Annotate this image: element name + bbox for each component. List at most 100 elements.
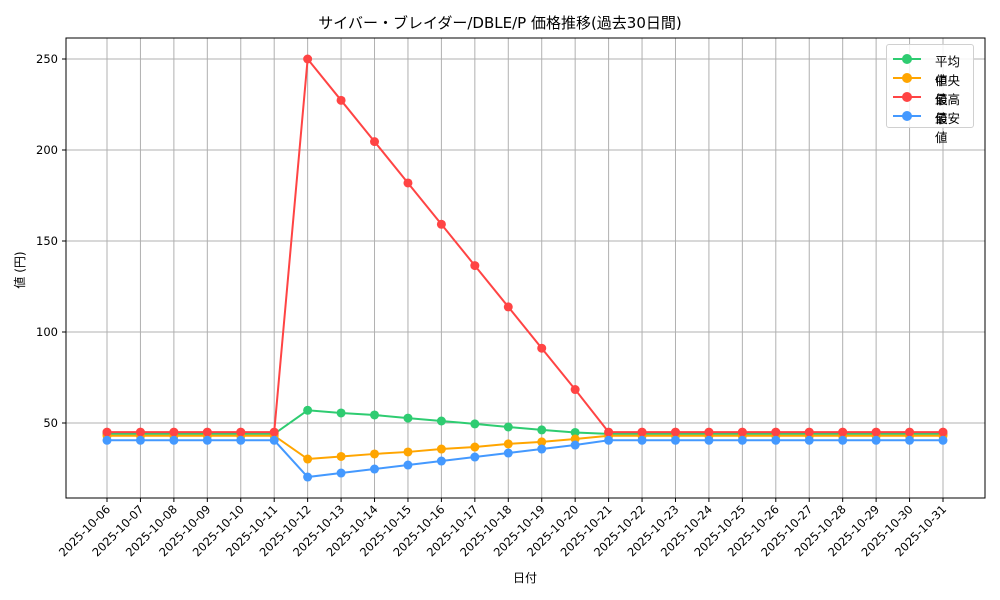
data-point — [838, 435, 848, 445]
legend-item: 平均値 — [893, 49, 971, 88]
data-point — [236, 435, 246, 445]
x-axis-ticks: 2025-10-062025-10-072025-10-082025-10-09… — [56, 498, 949, 559]
data-point — [135, 427, 145, 437]
data-point — [202, 435, 212, 445]
y-axis-label: 値 (円) — [12, 251, 27, 288]
data-point — [269, 427, 279, 437]
data-point — [537, 343, 547, 353]
data-point — [771, 427, 781, 437]
legend-label: 最高値 — [935, 92, 961, 126]
data-point — [637, 427, 647, 437]
data-point — [436, 456, 446, 466]
data-point — [570, 427, 580, 437]
series-line — [102, 435, 948, 482]
data-point — [905, 427, 915, 437]
data-point — [336, 95, 346, 105]
data-point — [537, 425, 547, 435]
data-point — [102, 435, 112, 445]
series-line — [102, 431, 948, 464]
data-point — [336, 408, 346, 418]
y-tick-label: 150 — [36, 234, 58, 248]
y-tick-label: 50 — [43, 416, 58, 430]
data-point — [670, 435, 680, 445]
data-point — [737, 427, 747, 437]
data-point — [436, 416, 446, 426]
series-line — [102, 54, 948, 437]
chart-title: サイバー・ブレイダー/DBLE/P 価格推移(過去30日間) — [318, 14, 682, 32]
data-point — [570, 385, 580, 395]
legend-label: 中央値 — [935, 73, 961, 107]
data-point — [236, 427, 246, 437]
data-point — [737, 435, 747, 445]
legend-marker-icon — [902, 111, 912, 121]
data-point — [938, 435, 948, 445]
data-point — [202, 427, 212, 437]
data-point — [102, 427, 112, 437]
data-point — [771, 435, 781, 445]
data-point — [704, 435, 714, 445]
data-point — [303, 405, 313, 415]
plot-frame — [65, 37, 986, 499]
data-point — [604, 427, 614, 437]
data-point — [570, 440, 580, 450]
series-path — [107, 409, 943, 435]
series-line — [102, 405, 948, 439]
data-point — [269, 435, 279, 445]
legend-label: 平均値 — [935, 54, 961, 88]
data-series — [102, 54, 948, 482]
data-point — [670, 427, 680, 437]
data-point — [838, 427, 848, 437]
data-point — [470, 442, 480, 452]
data-point — [403, 447, 413, 457]
data-point — [604, 435, 614, 445]
legend-label: 最安値 — [935, 111, 961, 145]
data-point — [370, 410, 380, 420]
data-point — [370, 464, 380, 474]
data-point — [303, 454, 313, 464]
data-point — [871, 435, 881, 445]
legend-item: 最安値 — [893, 106, 971, 145]
data-point — [370, 137, 380, 147]
data-point — [470, 452, 480, 462]
data-point — [436, 219, 446, 229]
data-point — [503, 448, 513, 458]
data-point — [169, 427, 179, 437]
legend: 平均値 中央値 最高値 最安値 — [886, 44, 974, 145]
x-axis-label: 日付 — [513, 571, 537, 585]
legend-marker-icon — [902, 73, 912, 83]
data-point — [503, 422, 513, 432]
data-point — [303, 472, 313, 482]
y-axis-ticks: 50 100 150 200 250 — [36, 52, 66, 430]
y-tick-label: 100 — [36, 325, 58, 339]
data-point — [336, 468, 346, 478]
y-tick-label: 250 — [36, 52, 58, 66]
data-point — [938, 427, 948, 437]
data-point — [470, 261, 480, 271]
data-point — [637, 435, 647, 445]
data-point — [303, 54, 313, 64]
y-tick-label: 200 — [36, 143, 58, 157]
legend-marker-icon — [902, 54, 912, 64]
data-point — [804, 427, 814, 437]
series-path — [107, 56, 943, 434]
data-point — [804, 435, 814, 445]
data-point — [503, 439, 513, 449]
legend-item: 中央値 — [893, 68, 971, 107]
series-path — [107, 439, 943, 479]
series-path — [107, 434, 943, 461]
data-point — [403, 460, 413, 470]
data-point — [436, 444, 446, 454]
data-point — [503, 302, 513, 312]
data-point — [403, 413, 413, 423]
data-point — [135, 435, 145, 445]
data-point — [336, 451, 346, 461]
data-point — [704, 427, 714, 437]
legend-item: 最高値 — [893, 87, 971, 126]
data-point — [905, 435, 915, 445]
data-point — [537, 437, 547, 447]
data-point — [370, 449, 380, 459]
data-point — [169, 435, 179, 445]
legend-marker-icon — [902, 92, 912, 102]
data-point — [871, 427, 881, 437]
